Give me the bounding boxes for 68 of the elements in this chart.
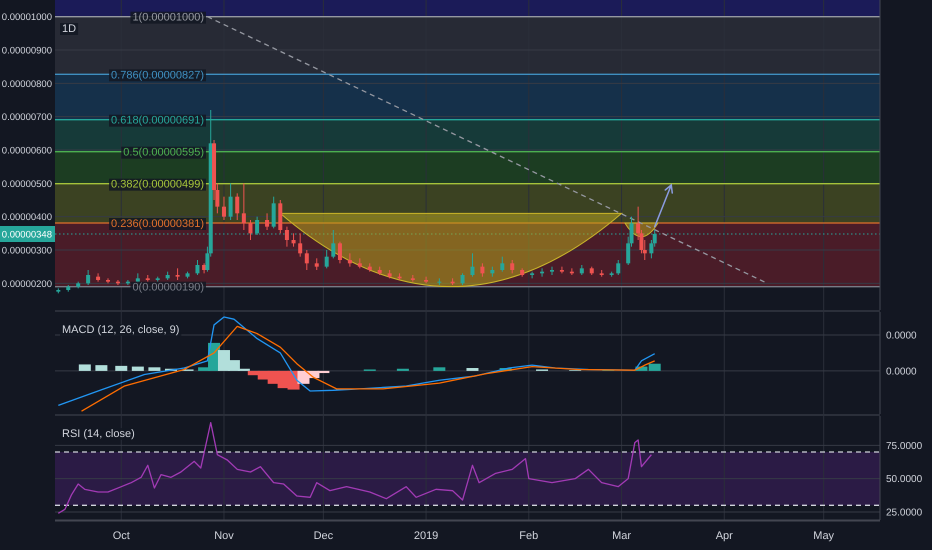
candlestick: [304, 250, 309, 270]
bar: [132, 366, 144, 371]
ref-line-label: 0.786(0.00000827): [111, 69, 204, 82]
ref-line-label: 0.5(0.00000595): [123, 146, 204, 159]
ref-line-label: 1(0.00001000): [132, 12, 204, 24]
y-tick-label: 0.00000800: [2, 78, 52, 90]
candlestick: [284, 226, 289, 248]
ref-line-label: 0.382(0.00000499): [111, 178, 204, 191]
candlestick: [222, 196, 226, 220]
ref-line-label: 0(0.00000190): [132, 282, 204, 294]
candlestick: [272, 196, 276, 229]
candlestick: [86, 270, 90, 286]
candlestick: [324, 250, 329, 269]
candlestick: [242, 182, 246, 230]
bar: [95, 365, 108, 371]
candlestick: [314, 258, 319, 270]
y-tick-label: 0.0000: [886, 366, 918, 378]
bar: [433, 367, 446, 371]
x-tick-label: Nov: [214, 530, 234, 542]
x-tick-label: 2019: [414, 530, 438, 542]
text: 1D: [62, 23, 76, 35]
candlestick: [248, 220, 252, 240]
bar: [78, 364, 91, 371]
y-tick-label: 50.0000: [886, 474, 923, 486]
candlestick: [500, 256, 504, 272]
y-tick-label: 0.00000900: [2, 46, 52, 56]
x-tick-label: Mar: [612, 530, 632, 542]
candlestick: [580, 264, 584, 276]
bar: [148, 367, 160, 371]
x-tick-label: Feb: [519, 530, 538, 542]
candlestick: [228, 182, 233, 220]
y-tick-label: 25.0000: [886, 508, 923, 518]
x-tick-label: Dec: [314, 530, 334, 542]
candlestick: [265, 212, 270, 230]
candlestick: [358, 258, 362, 269]
text: MACD (12, 26, close, 9): [62, 324, 180, 336]
bar: [466, 368, 478, 371]
candlestick: [510, 260, 514, 274]
ref-line-label: 0.236(0.00000381): [111, 218, 204, 230]
text: RSI (14, close): [62, 428, 135, 440]
candlestick: [348, 252, 352, 268]
x-tick-label: Apr: [716, 530, 734, 542]
line-series: [58, 316, 656, 406]
line-series: [58, 422, 652, 514]
y-tick-label: 0.00000500: [2, 178, 52, 190]
x-tick-label: May: [813, 530, 835, 542]
candlestick: [298, 232, 302, 258]
candlestick: [480, 262, 484, 278]
y-tick-label: 0.00000700: [2, 112, 52, 124]
candlestick: [460, 272, 465, 286]
bar: [115, 366, 128, 371]
y-tick-label: 0.00000200: [2, 278, 52, 290]
ref-line-label: 0.00000348: [2, 230, 52, 240]
x-tick-label: Oct: [112, 530, 130, 542]
y-tick-label: 0.00001000: [2, 12, 52, 24]
candlestick: [616, 260, 620, 276]
y-tick-label: 0.00000600: [2, 146, 52, 156]
candlestick: [490, 266, 494, 278]
candlestick: [338, 241, 342, 264]
y-tick-label: 0.0000: [886, 330, 918, 342]
candlestick: [292, 232, 296, 248]
y-tick-label: 0.00000400: [2, 212, 52, 224]
candlestick: [235, 192, 240, 220]
y-tick-label: 0.00000300: [2, 246, 52, 256]
candlestick: [470, 252, 474, 278]
ref-line-label: 0.618(0.00000691): [111, 114, 204, 127]
y-tick-label: 75.0000: [886, 440, 923, 452]
candlestick: [195, 260, 200, 276]
